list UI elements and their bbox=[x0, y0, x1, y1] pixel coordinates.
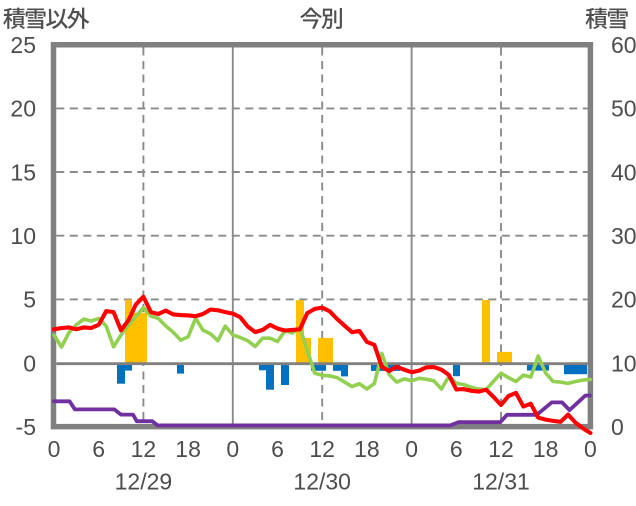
svg-text:10: 10 bbox=[10, 223, 36, 249]
svg-text:12/29: 12/29 bbox=[115, 469, 173, 495]
svg-text:6: 6 bbox=[92, 436, 105, 462]
svg-text:20: 20 bbox=[611, 287, 636, 313]
svg-text:6: 6 bbox=[271, 436, 284, 462]
svg-text:30: 30 bbox=[611, 223, 636, 249]
svg-text:12: 12 bbox=[488, 436, 514, 462]
svg-text:5: 5 bbox=[23, 287, 36, 313]
svg-text:0: 0 bbox=[23, 350, 36, 376]
svg-text:50: 50 bbox=[611, 96, 636, 122]
svg-text:12: 12 bbox=[131, 436, 157, 462]
svg-text:6: 6 bbox=[450, 436, 463, 462]
svg-text:15: 15 bbox=[10, 159, 36, 185]
svg-text:0: 0 bbox=[584, 436, 597, 462]
svg-text:18: 18 bbox=[354, 436, 380, 462]
svg-text:0: 0 bbox=[226, 436, 239, 462]
svg-text:-5: -5 bbox=[16, 414, 36, 440]
svg-text:60: 60 bbox=[611, 32, 636, 58]
svg-text:0: 0 bbox=[611, 414, 624, 440]
svg-text:40: 40 bbox=[611, 159, 636, 185]
svg-text:12: 12 bbox=[309, 436, 335, 462]
svg-text:0: 0 bbox=[48, 436, 61, 462]
svg-text:12/30: 12/30 bbox=[293, 469, 351, 495]
svg-text:0: 0 bbox=[405, 436, 418, 462]
svg-text:18: 18 bbox=[175, 436, 201, 462]
svg-text:10: 10 bbox=[611, 350, 636, 376]
svg-text:18: 18 bbox=[533, 436, 559, 462]
svg-text:20: 20 bbox=[10, 96, 36, 122]
svg-text:12/31: 12/31 bbox=[472, 469, 530, 495]
svg-text:25: 25 bbox=[10, 32, 36, 58]
